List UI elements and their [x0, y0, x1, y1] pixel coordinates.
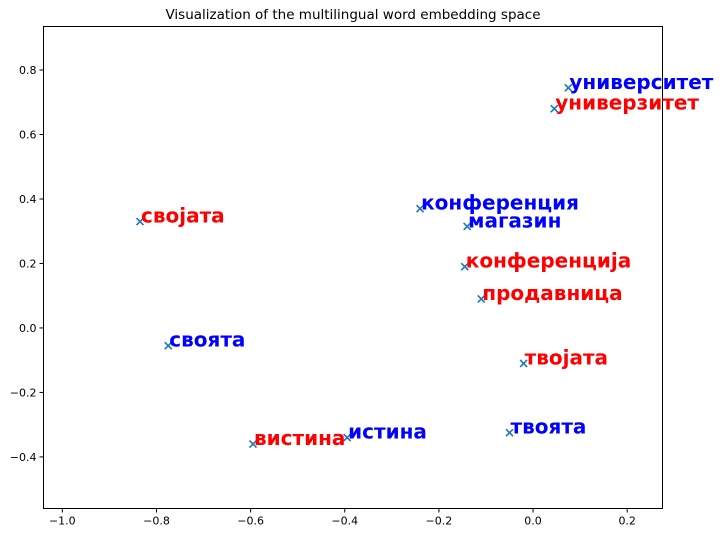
word-label: университет [569, 70, 713, 94]
x-axis: −1.0 −0.8 −0.6 −0.4 −0.2 0.0 0.2 [49, 508, 636, 528]
x-tick-label: −0.6 [237, 515, 264, 528]
word-label: конференција [466, 249, 631, 273]
x-tick-label: −0.8 [143, 515, 170, 528]
x-marker [343, 433, 352, 442]
y-tick-label: −0.4 [10, 451, 37, 464]
x-marker [463, 222, 472, 231]
word-label: својата [141, 204, 225, 228]
word-label: магазин [468, 208, 561, 232]
x-marker [135, 217, 145, 226]
y-tick-label: 0.2 [19, 257, 37, 270]
x-marker [505, 428, 514, 437]
y-tick-label: 0.4 [19, 193, 37, 206]
word-label: вистина [254, 426, 345, 450]
plot-area-frame [43, 26, 663, 509]
word-label: универзитет [555, 91, 699, 115]
y-tick-label: 0.0 [19, 322, 37, 335]
word-label: истина [348, 420, 427, 444]
x-marker [416, 204, 425, 213]
x-marker [164, 341, 173, 350]
data-points [135, 83, 573, 449]
y-tick-label: 0.8 [19, 64, 37, 77]
y-axis: −0.4 −0.2 0.0 0.2 0.4 0.6 0.8 [10, 64, 44, 464]
x-marker [564, 83, 573, 92]
x-tick-label: 0.2 [618, 515, 636, 528]
x-marker [550, 104, 559, 113]
word-label: конференция [421, 191, 579, 215]
x-marker [460, 262, 469, 271]
word-label: твоята [511, 415, 587, 439]
x-tick-label: −0.4 [331, 515, 358, 528]
x-marker [477, 294, 486, 304]
x-tick-label: −1.0 [49, 515, 76, 528]
word-label: твојата [525, 345, 608, 369]
x-tick-label: −0.2 [426, 515, 453, 528]
word-label: своята [169, 328, 245, 352]
y-tick-label: −0.2 [10, 386, 37, 399]
chart-title: Visualization of the multilingual word e… [165, 7, 540, 23]
x-marker [519, 359, 528, 368]
x-marker [248, 439, 258, 449]
y-tick-label: 0.6 [19, 129, 37, 142]
x-tick-label: 0.0 [524, 515, 542, 528]
word-label: продавница [482, 281, 622, 305]
